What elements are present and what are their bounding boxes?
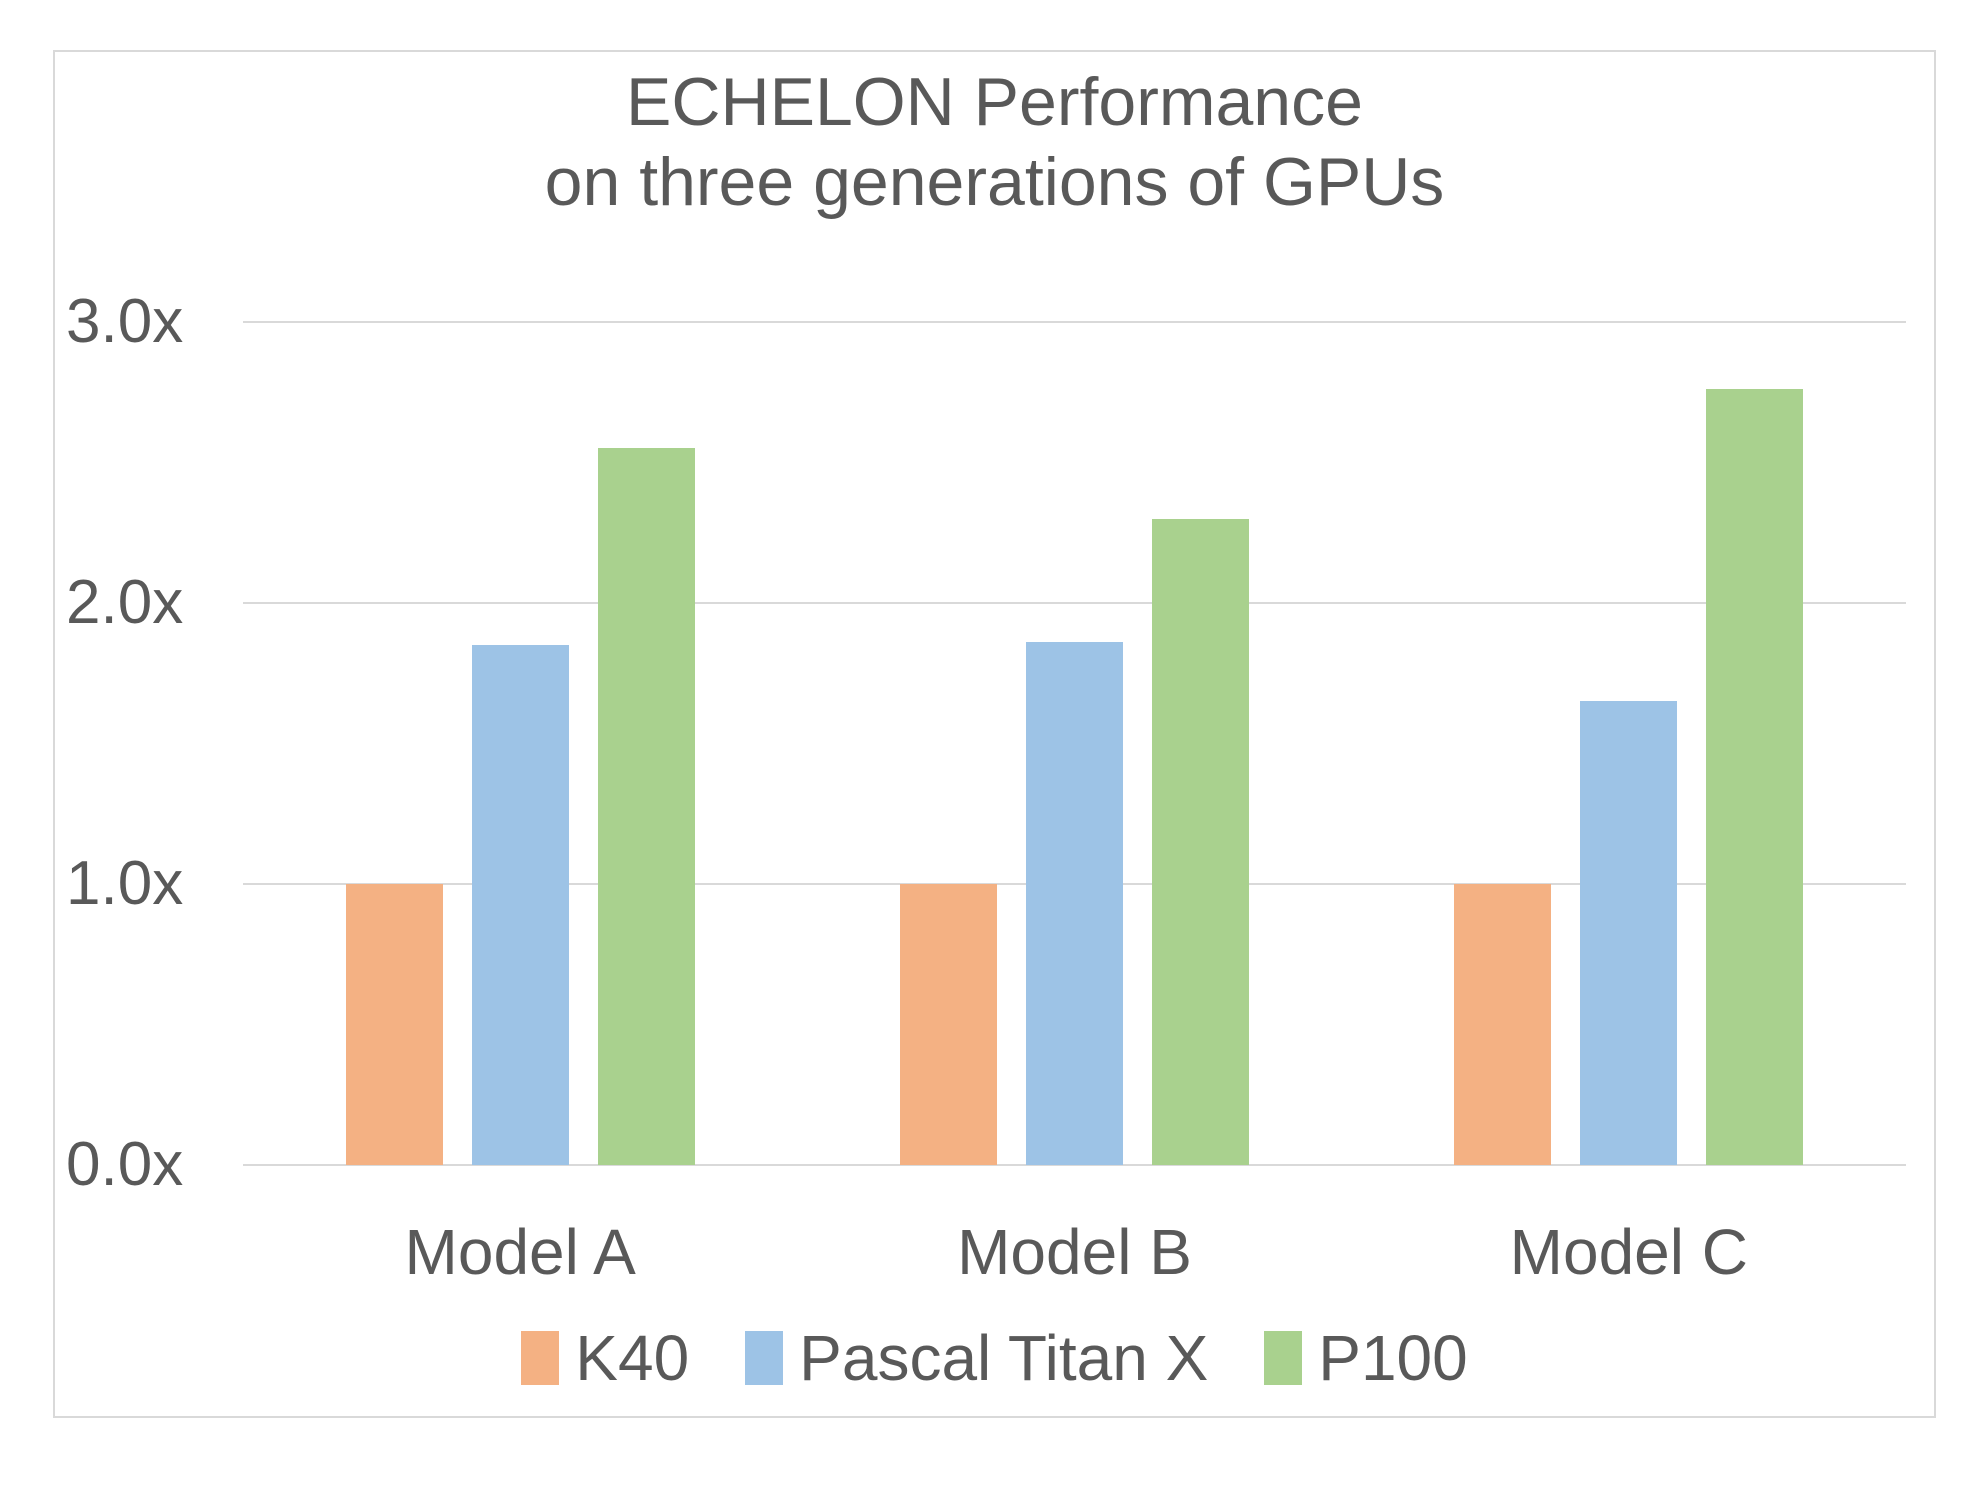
bar-p100-model-b	[1151, 518, 1249, 1165]
bar-p100-model-a	[597, 448, 695, 1165]
legend-swatch-p100	[1264, 1331, 1303, 1385]
legend-label-pascal-titan-x: Pascal Titan X	[799, 1322, 1209, 1394]
bar-k40-model-a	[345, 884, 443, 1165]
legend-item-pascal-titan-x: Pascal Titan X	[745, 1322, 1208, 1394]
gridline-0-0x	[243, 1164, 1906, 1166]
x-axis-label-model-a: Model A	[404, 1216, 636, 1288]
bar-k40-model-c	[1454, 884, 1552, 1165]
gridline-3-0x	[243, 321, 1906, 323]
bar-group-model-a	[243, 322, 797, 1165]
bar-p100-model-c	[1706, 389, 1804, 1165]
legend-item-p100: P100	[1264, 1322, 1468, 1394]
bar-pascal-titan-x-model-a	[471, 645, 569, 1165]
bar-pascal-titan-x-model-c	[1580, 701, 1678, 1165]
legend-label-p100: P100	[1318, 1322, 1468, 1394]
legend-swatch-k40	[521, 1331, 560, 1385]
x-axis-label-model-c: Model C	[1509, 1216, 1748, 1288]
bar-k40-model-b	[899, 884, 997, 1165]
bar-group-model-b	[797, 322, 1351, 1165]
chart-title: ECHELON Performance on three generations…	[53, 62, 1936, 222]
bar-group-model-c	[1352, 322, 1906, 1165]
y-axis-label-0-0x: 0.0x	[66, 1130, 184, 1199]
legend: K40 Pascal Titan X P100	[53, 1322, 1936, 1394]
gridline-2-0x	[243, 602, 1906, 604]
bar-pascal-titan-x-model-b	[1025, 642, 1123, 1165]
legend-item-k40: K40	[521, 1322, 689, 1394]
chart-title-line-2: on three generations of GPUs	[544, 144, 1445, 220]
y-axis-label-3-0x: 3.0x	[66, 287, 184, 356]
legend-label-k40: K40	[575, 1322, 690, 1394]
chart-title-line-1: ECHELON Performance	[626, 64, 1363, 140]
legend-swatch-pascal-titan-x	[745, 1331, 784, 1385]
x-axis-label-model-b: Model B	[957, 1216, 1192, 1288]
plot-area	[243, 321, 1906, 1166]
y-axis-label-1-0x: 1.0x	[66, 849, 184, 918]
y-axis-label-2-0x: 2.0x	[66, 568, 184, 637]
